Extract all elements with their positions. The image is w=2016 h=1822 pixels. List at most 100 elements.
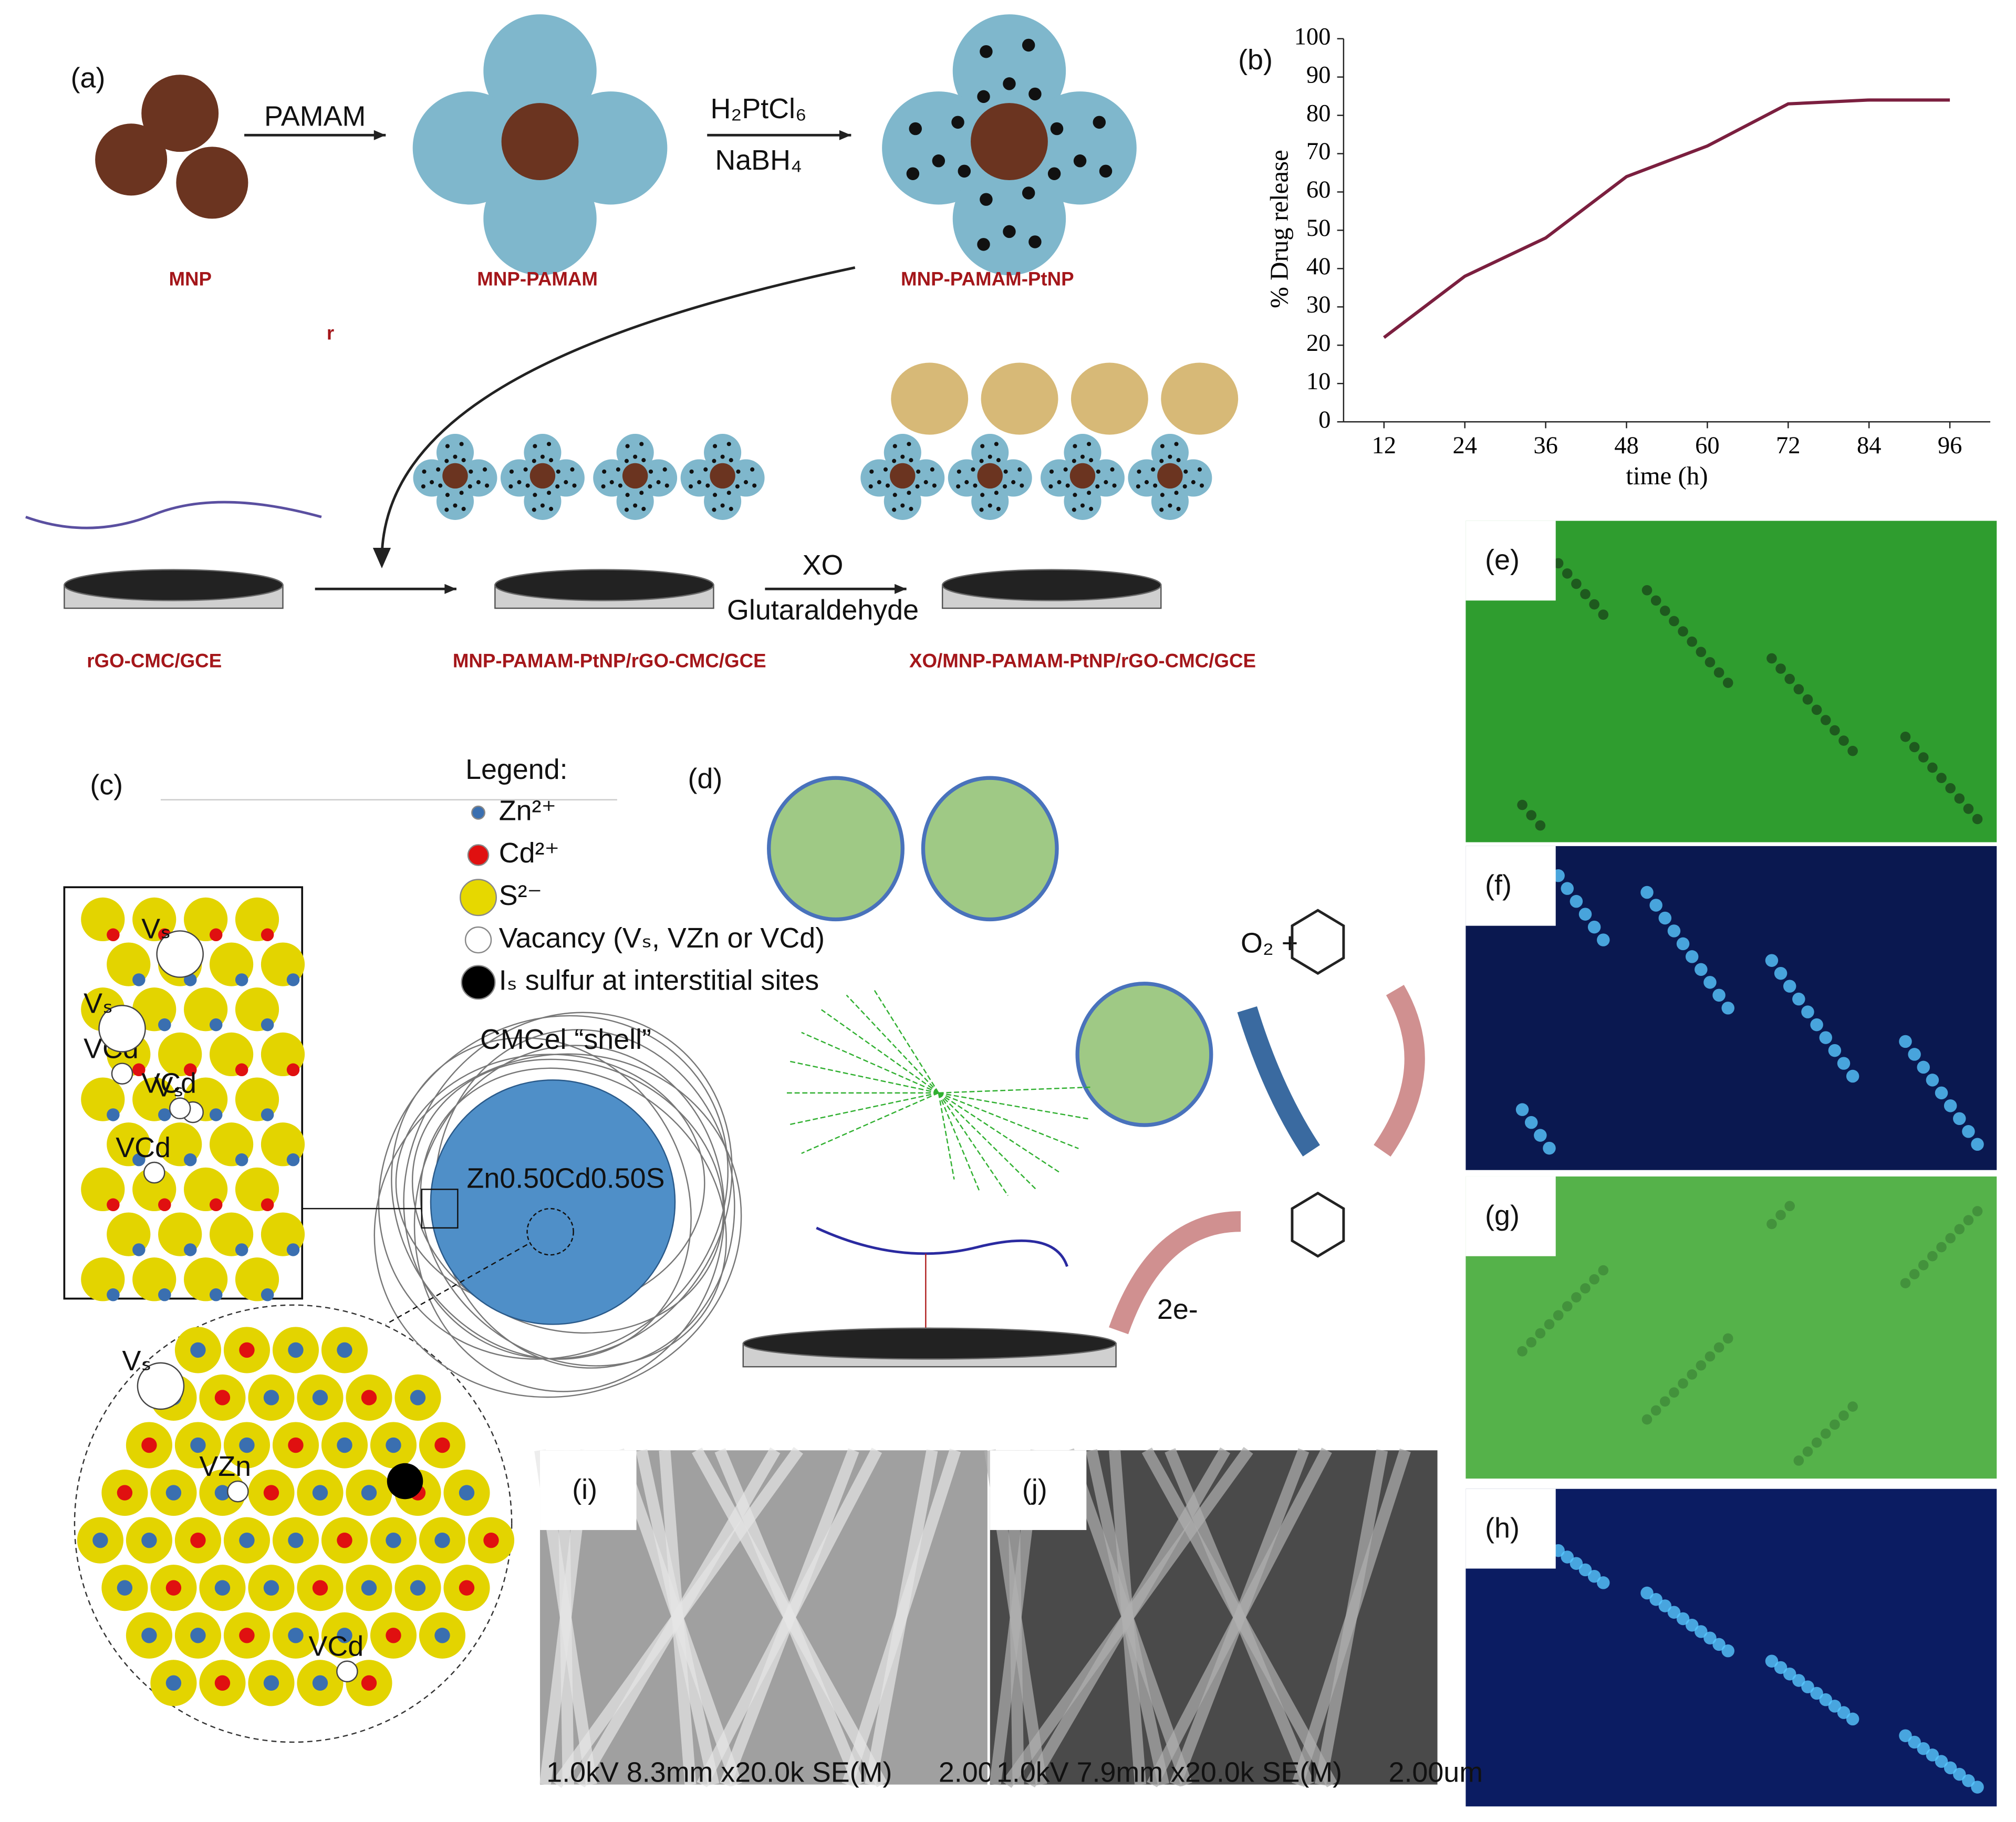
particle — [729, 458, 733, 463]
particle — [915, 484, 920, 489]
cell — [1685, 1618, 1699, 1632]
particle — [444, 507, 449, 512]
cell — [1963, 1215, 1974, 1225]
cell — [1935, 1755, 1948, 1768]
dendron — [938, 1092, 1090, 1120]
legend-swatch — [464, 926, 492, 954]
label: (f) — [1485, 869, 1512, 901]
cell — [1908, 1735, 1921, 1749]
cell — [1534, 1129, 1547, 1142]
particle — [485, 483, 490, 488]
cell — [1598, 609, 1609, 620]
legend-swatch — [461, 965, 496, 1000]
particle — [312, 1675, 328, 1691]
particle — [996, 458, 1001, 463]
cell — [1571, 1292, 1582, 1303]
fiber — [1147, 1448, 1332, 1787]
interstitial — [387, 1463, 423, 1500]
cell — [1838, 1410, 1849, 1421]
cell — [1687, 636, 1697, 647]
particle — [540, 454, 545, 459]
cell — [1793, 684, 1804, 695]
particle — [710, 463, 735, 489]
particle — [95, 123, 168, 196]
particle — [1028, 235, 1042, 248]
particle — [688, 484, 693, 489]
particle — [190, 1628, 206, 1643]
particle — [1073, 444, 1077, 449]
label: Iₛ sulfur at interstitial sites — [499, 965, 819, 996]
particle — [286, 1153, 300, 1167]
particle — [892, 493, 897, 497]
cell — [1936, 1242, 1947, 1253]
cell — [1678, 1378, 1688, 1389]
label: (i) — [572, 1474, 597, 1505]
cell — [1705, 1351, 1716, 1362]
particle — [532, 507, 536, 512]
particle — [286, 1243, 300, 1256]
cell — [1926, 1748, 1939, 1762]
core-sphere — [430, 1079, 676, 1325]
particle — [703, 467, 708, 472]
particle — [239, 1532, 255, 1548]
particle — [288, 1628, 304, 1643]
particle — [214, 1675, 231, 1691]
particle — [624, 459, 629, 463]
particle — [1197, 467, 1202, 472]
particle — [1087, 442, 1092, 446]
cell — [1703, 976, 1717, 989]
particle — [712, 459, 716, 463]
particle — [971, 103, 1048, 180]
cell — [1847, 745, 1858, 756]
label: VCd — [141, 1067, 196, 1099]
cell — [1830, 725, 1840, 736]
particle — [1151, 467, 1156, 472]
cell — [1703, 1631, 1717, 1644]
ring — [1291, 1191, 1345, 1258]
cell — [1570, 1557, 1583, 1570]
label: (d) — [688, 763, 723, 794]
cell — [1918, 752, 1929, 763]
cell — [1792, 1674, 1805, 1687]
label: S²⁻ — [499, 880, 542, 911]
electrode-top — [742, 1327, 1117, 1360]
particle — [239, 1342, 255, 1358]
particle — [609, 480, 614, 485]
x-tick-label: 48 — [1614, 432, 1639, 459]
cell — [1917, 1742, 1930, 1755]
polymer — [816, 1226, 1068, 1267]
particle — [461, 458, 466, 463]
particle — [641, 458, 646, 463]
particle — [1199, 483, 1204, 488]
cell — [1659, 606, 1670, 616]
particle — [1047, 167, 1061, 180]
shell-fiber — [420, 1067, 727, 1367]
cell — [1571, 578, 1582, 589]
cell — [1900, 1278, 1911, 1288]
label: H₂PtCl₆ — [711, 93, 807, 124]
cell — [1658, 911, 1672, 925]
cell — [1676, 1612, 1690, 1626]
arrow-head — [372, 548, 391, 569]
dendron — [938, 1092, 1061, 1173]
particle — [235, 1153, 248, 1167]
enzyme — [921, 776, 1059, 922]
particle — [1159, 459, 1164, 463]
particle — [907, 491, 911, 495]
dendron — [938, 1092, 1036, 1190]
particle — [602, 469, 607, 474]
y-tick-label: 40 — [1306, 253, 1331, 280]
particle — [1069, 463, 1096, 489]
particle — [261, 928, 274, 942]
particle — [117, 1485, 133, 1501]
y-tick-label: 70 — [1306, 138, 1331, 165]
cell — [1899, 1035, 1912, 1048]
particle — [639, 491, 644, 495]
cell — [1649, 899, 1662, 912]
particle — [1183, 469, 1188, 474]
electrode-top — [64, 569, 284, 601]
particle — [107, 1198, 120, 1212]
label: Vacancy (Vₛ, VZn or VCd) — [499, 922, 825, 954]
cell — [1544, 1319, 1555, 1330]
particle — [1072, 459, 1076, 463]
